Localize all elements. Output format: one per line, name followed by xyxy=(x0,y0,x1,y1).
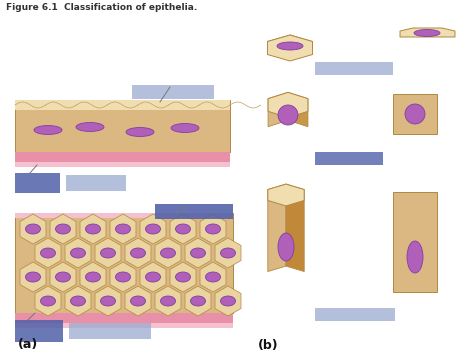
FancyBboxPatch shape xyxy=(15,213,233,218)
Ellipse shape xyxy=(130,296,146,306)
Polygon shape xyxy=(155,286,181,316)
Ellipse shape xyxy=(116,224,130,234)
Ellipse shape xyxy=(55,272,71,282)
Ellipse shape xyxy=(85,224,100,234)
FancyBboxPatch shape xyxy=(69,323,151,339)
Ellipse shape xyxy=(71,248,85,258)
Polygon shape xyxy=(267,35,312,61)
FancyBboxPatch shape xyxy=(15,173,60,193)
Ellipse shape xyxy=(146,224,161,234)
Ellipse shape xyxy=(175,224,191,234)
Ellipse shape xyxy=(55,224,71,234)
Polygon shape xyxy=(140,214,166,244)
Ellipse shape xyxy=(220,248,236,258)
Ellipse shape xyxy=(85,272,100,282)
Ellipse shape xyxy=(407,241,423,273)
Polygon shape xyxy=(125,286,151,316)
Polygon shape xyxy=(267,35,290,48)
FancyBboxPatch shape xyxy=(15,320,63,342)
Ellipse shape xyxy=(126,127,154,136)
FancyBboxPatch shape xyxy=(315,62,393,75)
Polygon shape xyxy=(35,286,61,316)
FancyBboxPatch shape xyxy=(15,100,230,152)
Polygon shape xyxy=(110,262,136,292)
Ellipse shape xyxy=(34,126,62,135)
FancyBboxPatch shape xyxy=(315,308,395,321)
Polygon shape xyxy=(215,238,241,268)
Ellipse shape xyxy=(191,296,206,306)
Polygon shape xyxy=(200,214,226,244)
Ellipse shape xyxy=(206,224,220,234)
FancyBboxPatch shape xyxy=(393,94,437,134)
Ellipse shape xyxy=(414,29,440,37)
FancyBboxPatch shape xyxy=(15,152,230,162)
Polygon shape xyxy=(20,262,46,292)
Ellipse shape xyxy=(191,248,206,258)
Polygon shape xyxy=(286,184,304,271)
FancyBboxPatch shape xyxy=(393,192,437,292)
FancyBboxPatch shape xyxy=(15,162,230,167)
Polygon shape xyxy=(185,286,211,316)
Polygon shape xyxy=(80,214,106,244)
FancyBboxPatch shape xyxy=(15,323,233,328)
Ellipse shape xyxy=(278,105,298,125)
Ellipse shape xyxy=(277,42,303,50)
Ellipse shape xyxy=(116,272,130,282)
Polygon shape xyxy=(95,238,121,268)
Polygon shape xyxy=(185,238,211,268)
Ellipse shape xyxy=(100,296,116,306)
FancyBboxPatch shape xyxy=(66,175,126,191)
Ellipse shape xyxy=(175,272,191,282)
Ellipse shape xyxy=(40,248,55,258)
Ellipse shape xyxy=(100,248,116,258)
Text: Figure 6.1  Classification of epithelia.: Figure 6.1 Classification of epithelia. xyxy=(6,3,197,12)
FancyBboxPatch shape xyxy=(15,100,230,110)
Ellipse shape xyxy=(40,296,55,306)
Ellipse shape xyxy=(278,233,294,261)
Polygon shape xyxy=(290,35,312,48)
Ellipse shape xyxy=(146,272,161,282)
Polygon shape xyxy=(268,92,308,118)
Ellipse shape xyxy=(161,248,175,258)
Ellipse shape xyxy=(76,122,104,131)
Ellipse shape xyxy=(405,104,425,124)
Ellipse shape xyxy=(171,124,199,132)
FancyBboxPatch shape xyxy=(15,213,233,313)
Polygon shape xyxy=(65,238,91,268)
Ellipse shape xyxy=(220,296,236,306)
Polygon shape xyxy=(170,262,196,292)
Polygon shape xyxy=(65,286,91,316)
Ellipse shape xyxy=(161,296,175,306)
Polygon shape xyxy=(110,214,136,244)
Polygon shape xyxy=(155,238,181,268)
Polygon shape xyxy=(50,262,76,292)
Polygon shape xyxy=(288,92,308,127)
Polygon shape xyxy=(20,214,46,244)
FancyBboxPatch shape xyxy=(132,85,214,99)
Polygon shape xyxy=(140,262,166,292)
Polygon shape xyxy=(95,286,121,316)
Polygon shape xyxy=(125,238,151,268)
Ellipse shape xyxy=(206,272,220,282)
Ellipse shape xyxy=(71,296,85,306)
FancyBboxPatch shape xyxy=(15,313,233,323)
Ellipse shape xyxy=(130,248,146,258)
Polygon shape xyxy=(50,214,76,244)
Polygon shape xyxy=(200,262,226,292)
Polygon shape xyxy=(170,214,196,244)
Text: (a): (a) xyxy=(18,338,38,351)
Polygon shape xyxy=(268,184,286,271)
Text: (b): (b) xyxy=(258,339,279,352)
Polygon shape xyxy=(80,262,106,292)
FancyBboxPatch shape xyxy=(315,152,383,165)
Ellipse shape xyxy=(26,224,40,234)
FancyBboxPatch shape xyxy=(155,204,233,219)
Polygon shape xyxy=(268,92,288,127)
Polygon shape xyxy=(35,238,61,268)
Polygon shape xyxy=(268,184,304,206)
Ellipse shape xyxy=(26,272,40,282)
Polygon shape xyxy=(400,28,455,37)
Polygon shape xyxy=(215,286,241,316)
